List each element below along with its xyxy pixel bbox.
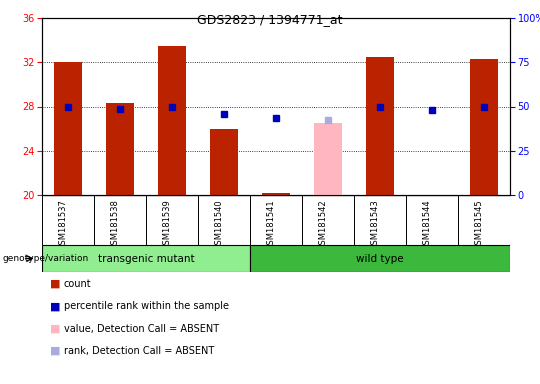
Text: transgenic mutant: transgenic mutant <box>98 253 194 263</box>
Text: GSM181544: GSM181544 <box>423 199 432 250</box>
Text: ■: ■ <box>50 301 60 311</box>
Bar <box>366 57 394 195</box>
Bar <box>262 193 291 195</box>
Text: ■: ■ <box>50 324 60 334</box>
Bar <box>106 103 134 195</box>
Text: wild type: wild type <box>356 253 404 263</box>
Text: ■: ■ <box>50 346 60 356</box>
Bar <box>158 46 186 195</box>
Text: GSM181540: GSM181540 <box>215 199 224 250</box>
Text: GDS2823 / 1394771_at: GDS2823 / 1394771_at <box>197 13 343 26</box>
Text: GSM181543: GSM181543 <box>371 199 380 250</box>
Text: GSM181545: GSM181545 <box>475 199 484 250</box>
Text: ■: ■ <box>50 279 60 289</box>
Bar <box>42 245 250 272</box>
Text: rank, Detection Call = ABSENT: rank, Detection Call = ABSENT <box>64 346 214 356</box>
Bar <box>470 59 498 195</box>
Bar <box>314 123 342 195</box>
Bar <box>53 62 82 195</box>
Text: GSM181539: GSM181539 <box>163 199 172 250</box>
Text: count: count <box>64 279 91 289</box>
Text: GSM181538: GSM181538 <box>111 199 120 250</box>
Text: GSM181542: GSM181542 <box>319 199 328 250</box>
Text: genotype/variation: genotype/variation <box>3 254 89 263</box>
Text: value, Detection Call = ABSENT: value, Detection Call = ABSENT <box>64 324 219 334</box>
Text: GSM181541: GSM181541 <box>267 199 276 250</box>
Bar <box>210 129 238 195</box>
Text: GSM181537: GSM181537 <box>59 199 68 250</box>
Text: percentile rank within the sample: percentile rank within the sample <box>64 301 228 311</box>
Bar <box>250 245 510 272</box>
